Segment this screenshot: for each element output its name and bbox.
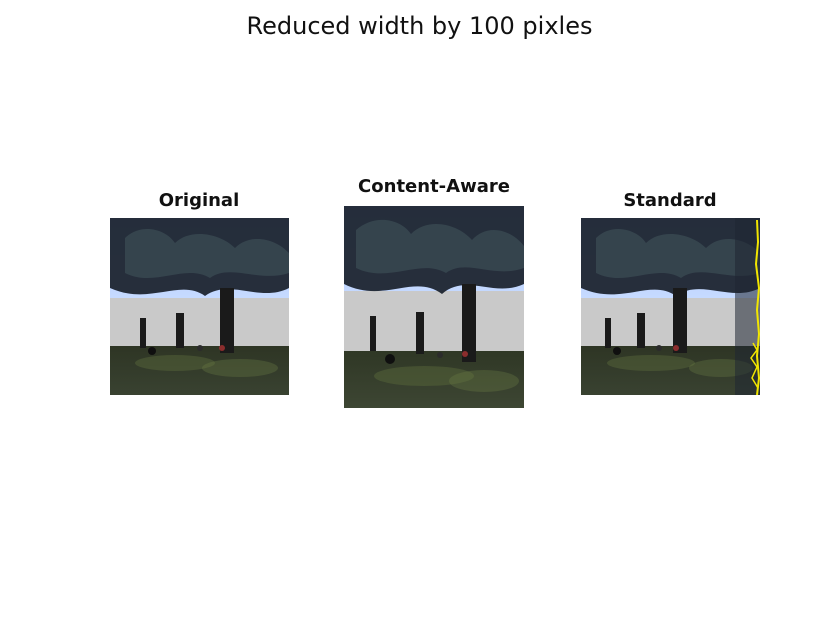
- panel-title-standard: Standard: [623, 190, 717, 211]
- figure-title: Reduced width by 100 pixles: [246, 12, 593, 40]
- standard-image: [581, 218, 760, 395]
- panel-title-content-aware: Content-Aware: [358, 176, 510, 197]
- panel-title-original: Original: [158, 190, 240, 211]
- content-aware-image: [344, 206, 524, 408]
- original-image: [110, 218, 289, 395]
